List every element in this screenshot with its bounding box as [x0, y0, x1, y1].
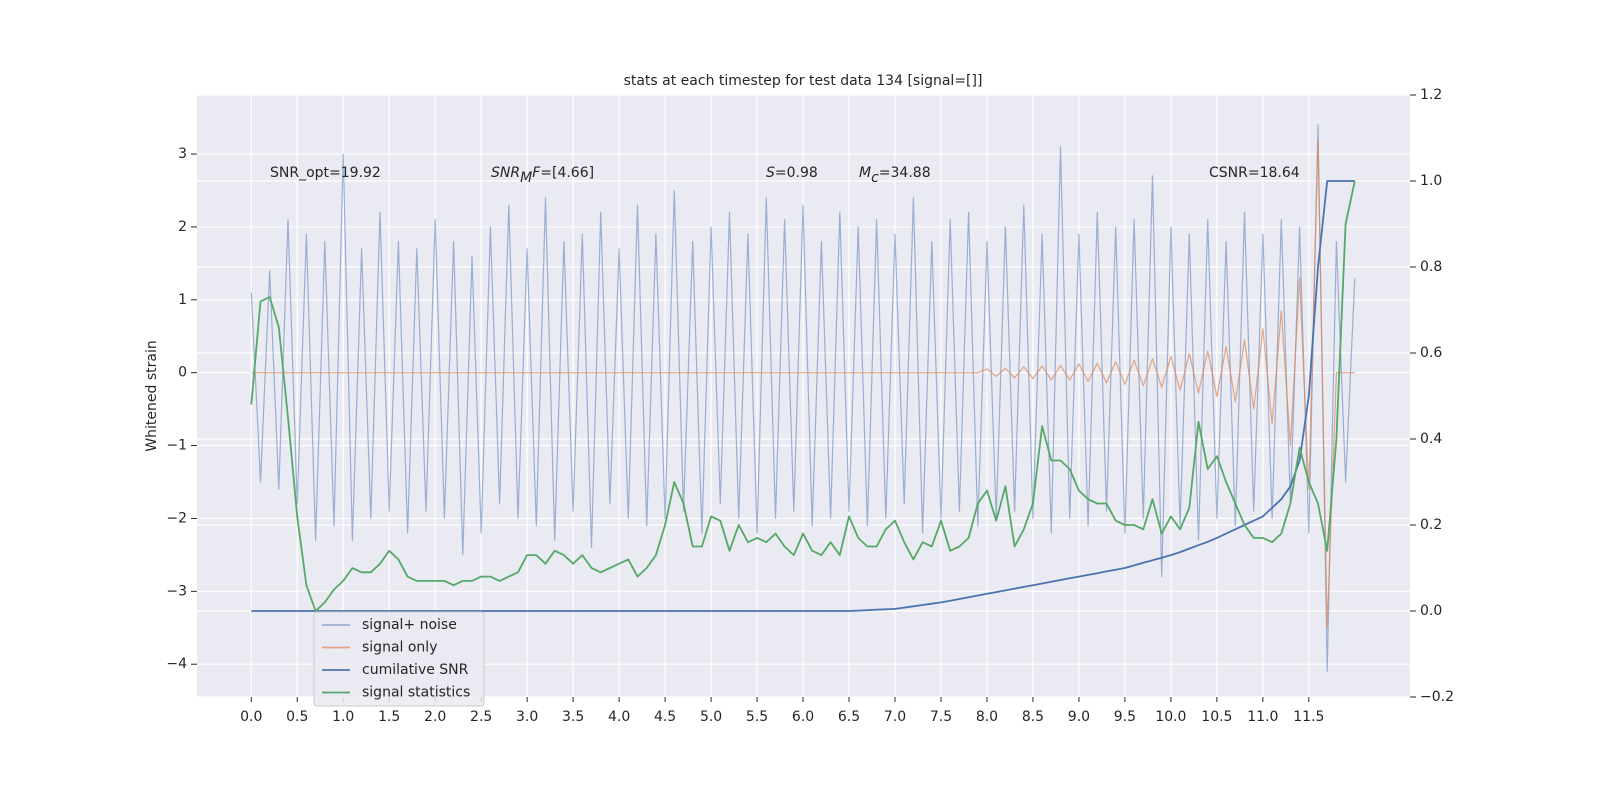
tick-label: 7.0 [884, 709, 906, 725]
legend-label: signal statistics [362, 685, 470, 701]
annotation-part: S [766, 165, 775, 181]
tick-label: 5.5 [746, 709, 768, 725]
tick-label: 2.5 [470, 709, 492, 725]
tick-label: −3 [166, 583, 187, 599]
tick-label: 11.0 [1247, 709, 1278, 725]
tick-label: 10.0 [1155, 709, 1186, 725]
legend-label: signal+ noise [362, 617, 457, 633]
tick-label: 1.0 [1420, 173, 1442, 189]
tick-label: 9.0 [1068, 709, 1090, 725]
annotation: S=0.98 [766, 165, 818, 181]
tick-label: 6.0 [792, 709, 814, 725]
tick-label: 3 [178, 146, 187, 162]
tick-label: 3.0 [516, 709, 538, 725]
annotation-part: =34.88 [879, 165, 931, 181]
tick-label: 1 [178, 292, 187, 308]
tick-label: −1 [166, 438, 187, 454]
tick-label: 0.6 [1420, 345, 1442, 361]
annotation-part: =[4.66] [540, 165, 594, 181]
annotation: SNR_opt=19.92 [270, 165, 381, 181]
tick-label: 10.5 [1201, 709, 1232, 725]
tick-label: 3.5 [562, 709, 584, 725]
annotation-part: SNR_opt=19.92 [270, 165, 381, 181]
series-line [251, 180, 1355, 612]
tick-label: −0.2 [1420, 689, 1454, 705]
tick-label: 2.0 [424, 709, 446, 725]
tick-label: 0.8 [1420, 259, 1442, 275]
annotation-part: M [520, 170, 532, 186]
tick-label: −2 [166, 510, 187, 526]
tick-label: 5.0 [700, 709, 722, 725]
tick-label: 2 [178, 219, 187, 235]
tick-label: 4.0 [608, 709, 630, 725]
tick-label: 0.0 [1420, 603, 1442, 619]
annotation: Mc=34.88 [859, 165, 931, 186]
tick-label: 0.4 [1420, 431, 1442, 447]
chart-title: stats at each timestep for test data 134… [624, 73, 983, 89]
y-axis-label: Whitened strain [144, 340, 160, 451]
legend-label: cumilative SNR [362, 662, 469, 678]
tick-label: 1.5 [378, 709, 400, 725]
tick-label: −4 [166, 656, 187, 672]
tick-label: 4.5 [654, 709, 676, 725]
tick-label: 7.5 [930, 709, 952, 725]
annotation-part: F [532, 165, 541, 181]
annotation-part: M [859, 165, 871, 181]
series-line [250, 180, 1356, 612]
series-line [250, 124, 1356, 673]
tick-label: 9.5 [1114, 709, 1136, 725]
annotation: CSNR=18.64 [1209, 165, 1300, 181]
annotation: SNRMF=[4.66] [491, 165, 594, 186]
legend-box [313, 611, 485, 707]
series-line [251, 138, 1355, 629]
tick-label: 8.5 [1022, 709, 1044, 725]
tick-label: 0.0 [240, 709, 262, 725]
tick-label: 11.5 [1293, 709, 1324, 725]
grid [197, 94, 1410, 698]
tick-label: 0 [178, 365, 187, 381]
annotation-part: CSNR=18.64 [1209, 165, 1300, 181]
tick-label: 0.2 [1420, 517, 1442, 533]
legend: signal+ noise signal only cumilative SNR si… [313, 611, 485, 707]
annotation-part: =0.98 [775, 165, 818, 181]
tick-label: 1.2 [1420, 87, 1442, 103]
tick-label: 0.5 [286, 709, 308, 725]
tick-label: 8.0 [976, 709, 998, 725]
tick-label: 1.0 [332, 709, 354, 725]
annotation-part: c [871, 170, 879, 186]
tick-label: 6.5 [838, 709, 860, 725]
legend-label: signal only [362, 640, 437, 656]
annotation-part: SNR [491, 165, 520, 181]
